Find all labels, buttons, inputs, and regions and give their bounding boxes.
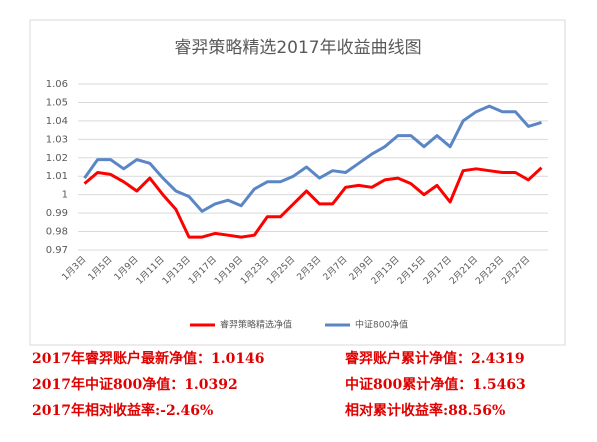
note-text: 相对累计收益率:88.56% <box>345 403 506 419</box>
chart-title: 睿羿策略精选2017年收益曲线图 <box>174 38 421 58</box>
note-text: 2017年睿羿账户最新净值：1.0146 <box>32 351 265 367</box>
chart: 睿羿策略精选2017年收益曲线图 0.97 0.98 0.99 1 1.01 1.02 1.… <box>29 19 566 346</box>
note-text: 睿羿账户累计净值：2.4319 <box>345 351 525 367</box>
series-line <box>83 166 543 239</box>
y-tick-label: 0.98 <box>46 227 68 238</box>
chart-frame <box>29 19 566 346</box>
series-line <box>83 104 542 213</box>
y-tick-label: 1.02 <box>46 153 68 164</box>
note-text: 2017年相对收益率:-2.46% <box>32 403 214 419</box>
note-text: 中证800累计净值：1.5463 <box>345 377 526 393</box>
note-text: 2017年中证800净值：1.0392 <box>32 377 238 393</box>
y-tick-label: 1.01 <box>46 171 68 182</box>
y-tick-label: 0.99 <box>46 208 68 219</box>
y-tick-label: 0.97 <box>46 245 68 256</box>
y-tick-label: 1 <box>62 190 68 201</box>
y-tick-label: 1.04 <box>46 116 68 127</box>
y-tick-label: 1.05 <box>46 97 68 108</box>
legend-label: 睿羿策略精选净值 <box>220 319 292 331</box>
y-tick-label: 1.06 <box>46 79 68 90</box>
legend-label: 中证800净值 <box>355 319 408 331</box>
y-tick-label: 1.03 <box>46 134 68 145</box>
